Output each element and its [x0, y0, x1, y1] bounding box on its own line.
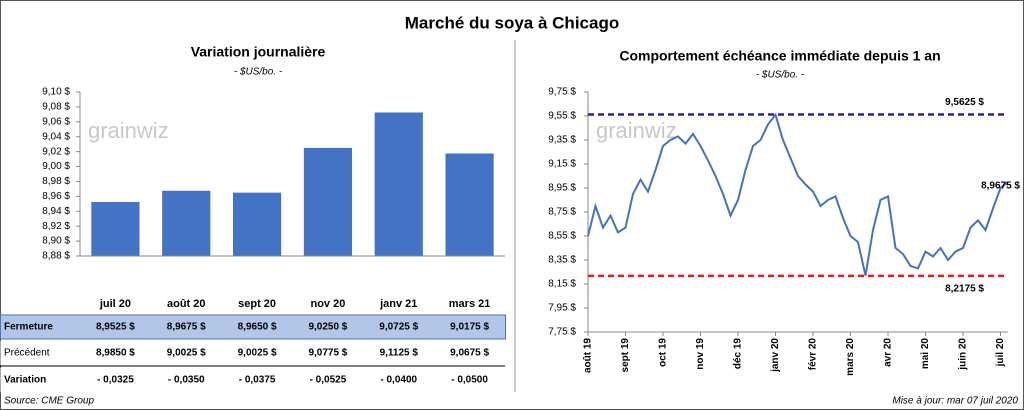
x-tick-label: janv 21: [379, 298, 417, 310]
cell: 9,0025 $: [238, 348, 277, 359]
cell: 9,0250 $: [308, 322, 347, 333]
y-tick-label: 9,06 $: [42, 116, 70, 127]
x-tick-label: janv 20: [770, 338, 781, 373]
y-tick-label: 9,15 $: [548, 159, 576, 170]
cell: 8,9850 $: [96, 348, 135, 359]
source: Source: CME Group: [4, 396, 94, 407]
cell: 9,0175 $: [450, 322, 489, 333]
chart-subtitle: - $US/bo. -: [234, 67, 283, 78]
y-tick-label: 7,95 $: [548, 303, 576, 314]
x-tick-label: nov 20: [310, 298, 345, 310]
row-label: Précédent: [4, 348, 50, 359]
bar: [162, 190, 211, 256]
row-label: Fermeture: [4, 322, 53, 333]
cell: 9,0025 $: [167, 348, 206, 359]
cell: 9,0725 $: [379, 322, 418, 333]
cell: 9,1125 $: [380, 348, 419, 359]
x-tick-label: mars 20: [845, 338, 856, 376]
page-title: Marché du soya à Chicago: [405, 13, 619, 32]
cell: - 0,0525: [310, 375, 347, 386]
cell: - 0,0375: [239, 375, 276, 386]
x-tick-label: mars 21: [449, 298, 491, 310]
x-tick-label: mai 20: [920, 338, 931, 370]
x-tick-label: sept 19: [620, 338, 631, 373]
cell: 8,9525 $: [96, 322, 135, 333]
cell: - 0,0400: [380, 375, 417, 386]
bar: [303, 147, 352, 256]
bar: [233, 192, 282, 256]
x-tick-label: août 19: [583, 338, 594, 373]
x-tick-label: sept 20: [238, 298, 276, 310]
chart-subtitle: - $US/bo. -: [756, 70, 805, 81]
y-tick-label: 9,08 $: [42, 102, 70, 113]
reference-label: 8,2175 $: [945, 284, 984, 295]
y-tick-label: 8,95 $: [548, 183, 576, 194]
y-tick-label: 8,90 $: [42, 236, 70, 247]
updated: Mise à jour: mar 07 juil 2020: [892, 396, 1018, 407]
cell: 8,9650 $: [238, 322, 277, 333]
x-tick-label: juin 20: [958, 338, 969, 371]
y-tick-label: 9,55 $: [548, 111, 576, 122]
y-tick-label: 8,75 $: [548, 207, 576, 218]
y-tick-label: 9,10 $: [42, 87, 70, 98]
x-tick-label: juil 20: [99, 298, 131, 310]
y-tick-label: 8,94 $: [42, 206, 70, 217]
watermark: grainwiz: [88, 118, 169, 143]
y-tick-label: 9,35 $: [548, 135, 576, 146]
y-tick-label: 8,55 $: [548, 231, 576, 242]
watermark: grainwiz: [596, 118, 677, 143]
cell: 8,9675 $: [167, 322, 206, 333]
x-tick-label: déc 19: [733, 338, 744, 370]
chart-title: Comportement échéance immédiate depuis 1…: [619, 48, 940, 64]
bar: [374, 112, 423, 256]
cell: - 0,0500: [451, 375, 488, 386]
table-row: [0, 341, 506, 365]
y-tick-label: 8,98 $: [42, 176, 70, 187]
table-row: [0, 314, 506, 340]
y-tick-label: 8,92 $: [42, 221, 70, 232]
x-tick-label: févr 20: [808, 338, 819, 371]
reference-label: 9,5625 $: [945, 97, 984, 108]
bar: [91, 201, 140, 256]
annotation: 8,9675 $: [981, 181, 1020, 192]
bar: [445, 153, 494, 256]
x-tick-label: avr 20: [883, 338, 894, 367]
line-series: [587, 112, 1009, 276]
x-tick-label: nov 19: [695, 338, 706, 370]
x-tick-label: juil 20: [995, 338, 1006, 368]
x-tick-label: oct 19: [658, 338, 669, 367]
y-tick-label: 9,75 $: [548, 87, 576, 98]
cell: 9,0675 $: [450, 348, 489, 359]
y-tick-label: 9,00 $: [42, 161, 70, 172]
y-tick-label: 9,02 $: [42, 146, 70, 157]
y-tick-label: 7,75 $: [548, 327, 576, 338]
cell: - 0,0325: [97, 375, 134, 386]
x-tick-label: août 20: [167, 298, 206, 310]
y-tick-label: 8,35 $: [548, 255, 576, 266]
y-tick-label: 8,88 $: [42, 251, 70, 262]
cell: 9,0775 $: [308, 348, 347, 359]
row-label: Variation: [4, 375, 46, 386]
chart-title: Variation journalière: [191, 44, 326, 60]
y-tick-label: 8,15 $: [548, 279, 576, 290]
y-tick-label: 9,04 $: [42, 131, 70, 142]
cell: - 0,0350: [168, 375, 205, 386]
table-row: [0, 368, 506, 392]
y-tick-label: 8,96 $: [42, 191, 70, 202]
